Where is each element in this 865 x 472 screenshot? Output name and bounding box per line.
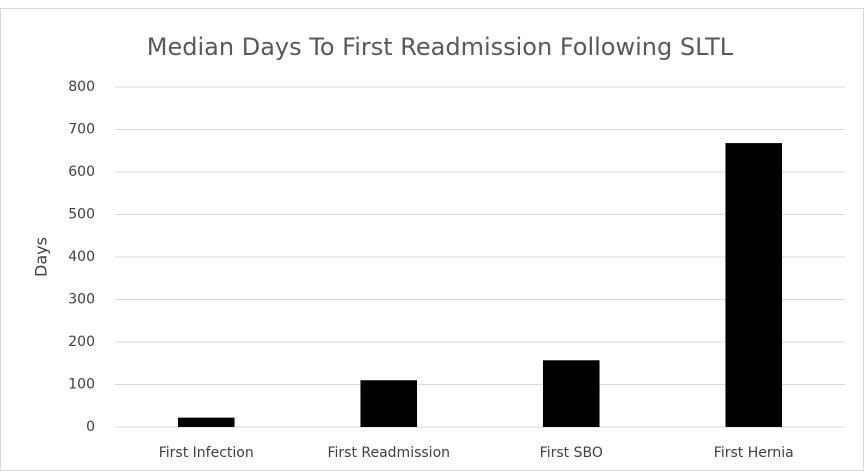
x-tick-label: First SBO bbox=[540, 445, 603, 461]
bar bbox=[360, 380, 418, 427]
y-tick-label: 500 bbox=[68, 207, 95, 223]
x-tick-label: First Hernia bbox=[714, 445, 794, 461]
y-tick-label: 100 bbox=[68, 377, 95, 393]
y-tick-label: 300 bbox=[68, 292, 95, 308]
y-tick-label: 600 bbox=[68, 164, 95, 180]
bar bbox=[177, 417, 235, 427]
y-tick-label: 0 bbox=[86, 419, 95, 435]
chart-title: Median Days To First Readmission Followi… bbox=[147, 33, 734, 61]
y-tick-label: 400 bbox=[68, 249, 95, 265]
y-tick-label: 200 bbox=[68, 334, 95, 350]
bar bbox=[725, 143, 783, 427]
y-axis-label: Days bbox=[32, 237, 51, 277]
x-tick-label: First Readmission bbox=[327, 445, 450, 461]
x-tick-label: First Infection bbox=[159, 445, 254, 461]
y-tick-label: 800 bbox=[68, 79, 95, 95]
y-tick-label: 700 bbox=[68, 122, 95, 138]
bar bbox=[542, 360, 600, 427]
chart-border bbox=[0, 8, 864, 471]
